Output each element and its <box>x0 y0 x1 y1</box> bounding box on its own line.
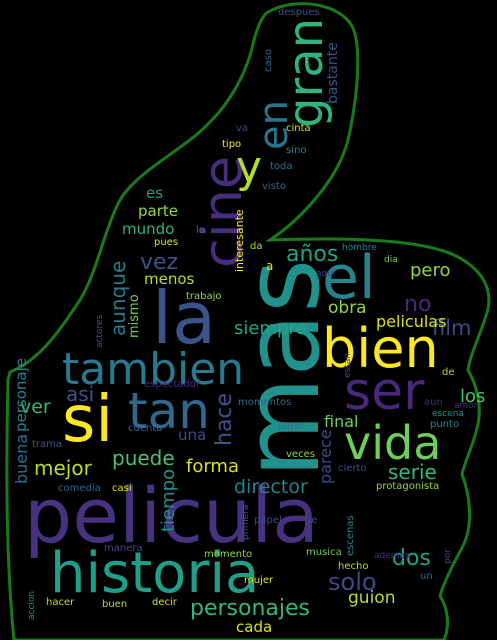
word-parece: parece <box>316 429 335 484</box>
word-los: los <box>460 386 486 407</box>
word-obra: obra <box>328 298 367 318</box>
word-de: de <box>442 367 455 378</box>
word-lugar: lugar <box>278 421 304 432</box>
word-tipo: tipo <box>222 139 242 150</box>
word-solo: solo <box>328 568 377 596</box>
word-cinta: cinta <box>286 123 311 134</box>
word-peliculas: peliculas <box>376 312 447 331</box>
word-espectador: espectador <box>144 379 200 390</box>
word-amor: amor <box>454 401 478 411</box>
word-director: director <box>234 476 308 498</box>
word-bien: bien <box>322 317 439 380</box>
word-interesante: interesante <box>233 209 246 272</box>
word-guion: guion <box>348 588 396 608</box>
word-personajes: personajes <box>190 596 311 621</box>
word-cada: cada <box>236 618 273 636</box>
word-mundo: mundo <box>122 220 175 238</box>
word-pelicula: pelicula <box>24 471 319 560</box>
word-trama: trama <box>32 439 63 450</box>
word-historia: historia <box>50 541 260 606</box>
word-aunque: aunque <box>106 260 130 336</box>
word-papel: papel <box>254 515 282 526</box>
word-si: si <box>62 383 114 457</box>
word-da: da <box>250 241 263 252</box>
thumbs-up-outline-path <box>5 2 491 640</box>
word-final: final <box>324 412 359 431</box>
word-tambien: tambien <box>62 344 245 395</box>
word-una: una <box>178 426 207 444</box>
word-mismo: mismo <box>127 294 142 338</box>
word-a: a <box>266 259 274 273</box>
word-buena: buena <box>12 433 31 484</box>
word-anos: años <box>286 242 339 267</box>
word-hombre: hombre <box>342 243 377 253</box>
word-estan: estan <box>343 353 353 378</box>
word-es: es <box>146 184 164 202</box>
word-punto: punto <box>430 419 460 430</box>
word-el: el <box>322 243 376 313</box>
word-vez: vez <box>140 250 179 275</box>
word-pues: pues <box>154 237 179 248</box>
word-personaje: personaje <box>12 357 30 432</box>
word-vida: vida <box>344 416 442 470</box>
word-dia: dia <box>384 255 398 265</box>
word-bastante: bastante <box>325 42 341 104</box>
word-momentos: momentos <box>238 397 292 408</box>
word-visto: visto <box>262 181 286 192</box>
word-mejor: mejor <box>34 456 92 480</box>
word-hecho: hecho <box>338 561 369 572</box>
word-cierto: cierto <box>338 463 367 474</box>
word-no: no <box>404 292 432 317</box>
word-serie: serie <box>388 460 437 484</box>
word-comedia: comedia <box>58 483 101 494</box>
word-decir: decir <box>152 597 177 608</box>
word-ver: ver <box>20 396 51 418</box>
word-la: la <box>152 276 217 360</box>
word-film: film <box>432 316 472 340</box>
word-pero: pero <box>410 260 451 281</box>
word-siempre: siempre <box>234 318 307 339</box>
word-y: y <box>236 142 263 193</box>
word-tiempo: tiempo <box>158 468 179 532</box>
word-puede: puede <box>112 446 175 470</box>
word-dos: dos <box>392 546 431 571</box>
word-menos: menos <box>144 270 195 288</box>
word-mujer: mujer <box>244 575 274 586</box>
word-se: se <box>306 515 318 526</box>
word-sino: sino <box>286 145 307 156</box>
word-escena: escena <box>432 409 464 419</box>
word-cuenta: cuenta <box>128 423 163 434</box>
word-ademas: ademas <box>374 551 410 561</box>
word-hace: hace <box>212 392 237 446</box>
word-forma: forma <box>186 456 239 477</box>
word-va: va <box>236 123 249 134</box>
word-despues: despues <box>278 7 320 18</box>
word-manera: manera <box>104 543 143 554</box>
word-protagonista: protagonista <box>376 481 440 492</box>
word-accion: accion <box>27 590 37 620</box>
word-primera: primera <box>241 504 251 540</box>
word-aqui: aqui <box>316 269 336 279</box>
word-hacer: hacer <box>46 597 75 608</box>
word-parte: parte <box>138 202 178 220</box>
word-toda: toda <box>270 161 293 172</box>
word-momento: momento <box>204 549 253 560</box>
word-lo: lo <box>196 225 205 236</box>
word-casi: casi <box>112 483 132 494</box>
word-musica: musica <box>306 547 342 558</box>
word-tan: tan <box>128 382 210 440</box>
word-caso: caso <box>263 49 274 72</box>
word-un: un <box>420 571 433 582</box>
word-escenas: escenas <box>345 515 356 556</box>
word-veces: veces <box>286 449 315 460</box>
word-ser: ser <box>344 362 425 422</box>
word-buen: buen <box>102 599 128 610</box>
word-por: por <box>443 549 453 564</box>
word-aun: aun <box>424 397 443 408</box>
word-asi: asi <box>66 382 95 406</box>
word-actores: actores <box>95 314 105 348</box>
word-trabajo: trabajo <box>186 291 222 302</box>
